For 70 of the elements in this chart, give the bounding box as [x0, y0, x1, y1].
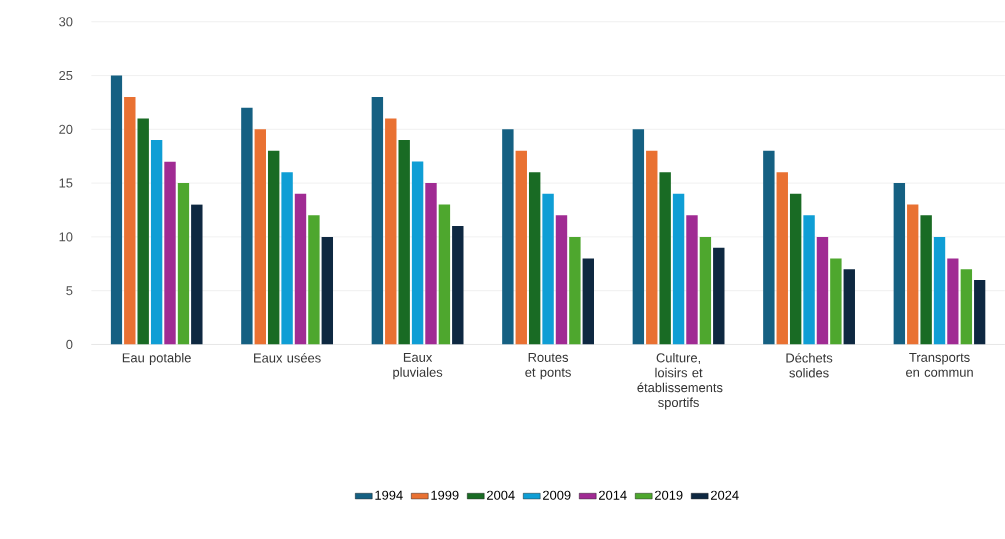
bar [371, 96, 384, 345]
bar [164, 161, 176, 345]
bar [843, 269, 855, 345]
bar [438, 204, 451, 345]
legend-label: 2014 [599, 490, 627, 500]
bar [124, 96, 136, 345]
bar [555, 215, 568, 345]
bar [191, 204, 203, 345]
bar [502, 129, 514, 345]
bar [281, 172, 293, 345]
bar [646, 150, 658, 345]
bar [763, 150, 775, 345]
bar [177, 183, 190, 345]
bar [632, 129, 645, 345]
bar [150, 140, 163, 345]
bar [933, 236, 946, 345]
bar [110, 75, 123, 345]
bar [254, 129, 266, 345]
bar [907, 204, 919, 345]
y-tick-label: 20 [59, 124, 73, 134]
bar [385, 118, 397, 345]
bar [776, 172, 788, 345]
bar [398, 140, 410, 345]
bar [672, 193, 685, 345]
bar [920, 215, 932, 345]
legend-label: 2004 [487, 490, 515, 500]
bar [686, 215, 698, 345]
legend-label: 1994 [375, 490, 403, 500]
bar [542, 193, 554, 345]
bar [960, 269, 973, 345]
bar [515, 150, 527, 345]
bar [582, 258, 594, 345]
bar [830, 258, 842, 345]
bar [974, 279, 986, 345]
bar [699, 236, 712, 345]
bar [528, 172, 541, 345]
bar [816, 236, 829, 345]
bar [569, 236, 581, 345]
y-tick-label: 30 [59, 17, 73, 27]
bar [425, 183, 437, 345]
y-tick-label: 0 [66, 339, 73, 349]
bar [137, 118, 149, 345]
bar [411, 161, 424, 345]
x-tick-label: Eaux pluviales [393, 352, 443, 380]
x-tick-label: Routes et ponts [525, 352, 571, 380]
bar [267, 150, 280, 345]
bar [452, 226, 464, 345]
bar [947, 258, 959, 345]
x-tick-label: Déchets solides [786, 352, 833, 378]
bar [659, 172, 671, 345]
bar [308, 215, 320, 345]
bar [893, 183, 906, 345]
legend-label: 1999 [431, 490, 459, 500]
bar [294, 193, 307, 345]
bar [789, 193, 802, 345]
y-tick-label: 10 [59, 232, 73, 242]
y-tick-label: 15 [59, 178, 73, 188]
x-tick-label: Transports en commun [906, 352, 973, 377]
legend-label: 2019 [655, 490, 683, 500]
x-tick-label: Eaux usées [254, 352, 321, 363]
y-tick-label: 25 [59, 70, 73, 81]
legend-label: 2024 [711, 490, 739, 500]
x-tick-label: Eau potable [122, 352, 191, 365]
y-tick-label: 5 [66, 286, 73, 296]
bar [321, 236, 334, 345]
bar [803, 215, 815, 345]
x-tick-label: Culture, loisirs et établissements sportifs [637, 352, 723, 410]
legend-label: 2009 [543, 490, 571, 500]
bar [713, 247, 725, 345]
bar [241, 107, 253, 345]
